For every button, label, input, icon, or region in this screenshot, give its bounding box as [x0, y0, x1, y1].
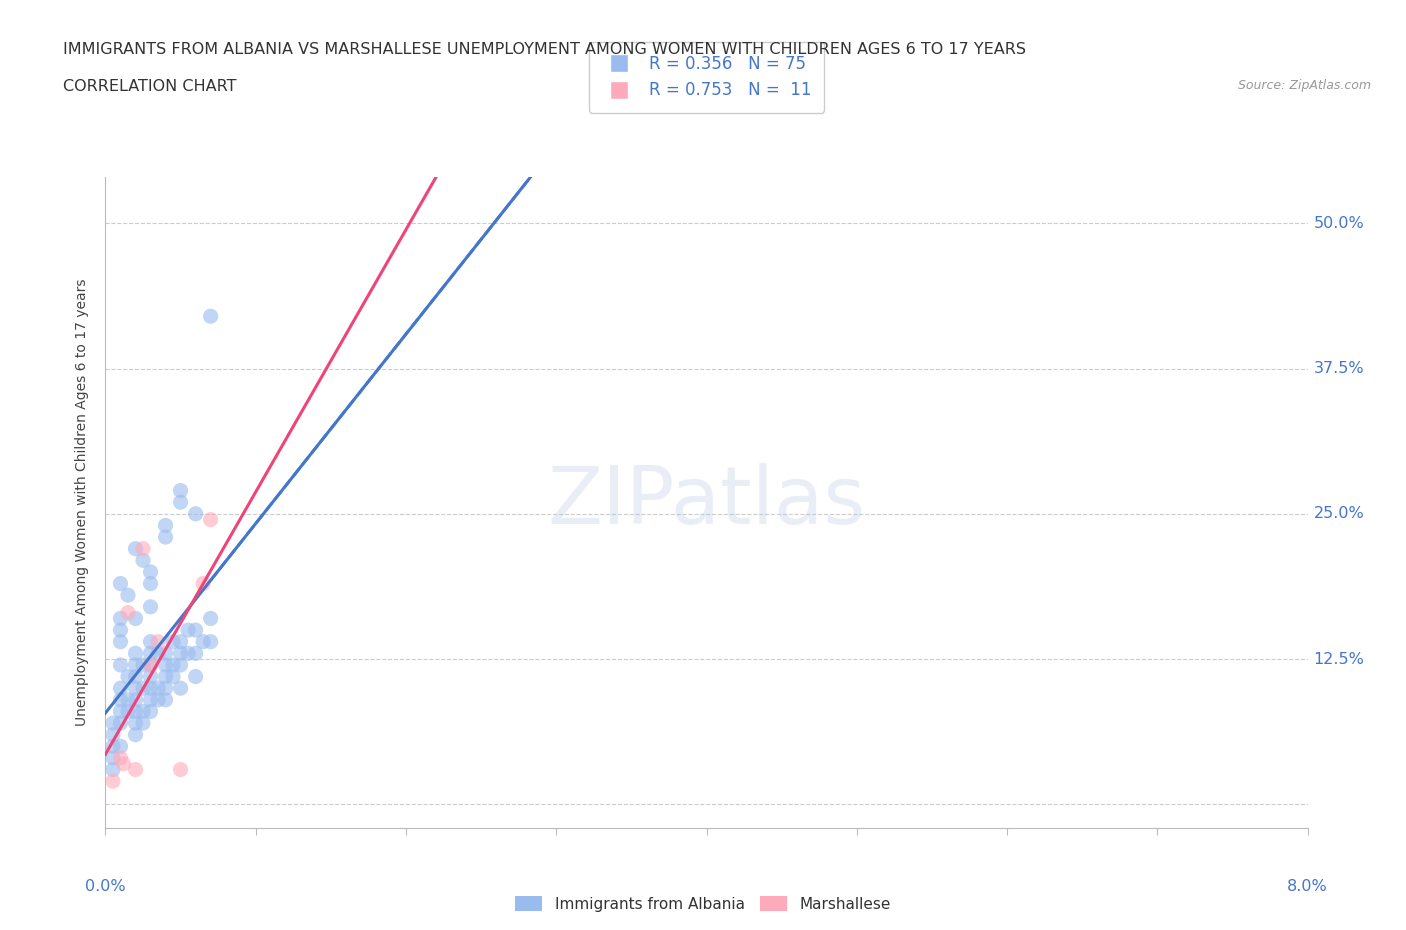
Point [124, 704, 146, 719]
Point [132, 704, 155, 719]
Point [132, 716, 155, 731]
Point [110, 623, 132, 638]
Point [191, 634, 214, 649]
Text: 37.5%: 37.5% [1313, 361, 1364, 376]
Point [169, 495, 191, 510]
Point [177, 623, 200, 638]
Point [139, 670, 162, 684]
Point [139, 658, 162, 672]
Point [124, 681, 146, 696]
Point [110, 611, 132, 626]
Point [110, 681, 132, 696]
Point [169, 634, 191, 649]
Point [139, 600, 162, 615]
Point [139, 646, 162, 661]
Point [146, 634, 169, 649]
Point [169, 658, 191, 672]
Point [139, 565, 162, 579]
Point [124, 611, 146, 626]
Point [146, 646, 169, 661]
Point [184, 623, 207, 638]
Point [117, 588, 139, 603]
Text: 0.0%: 0.0% [86, 879, 125, 894]
Point [155, 518, 177, 533]
Point [139, 634, 162, 649]
Point [139, 681, 162, 696]
Point [101, 763, 124, 777]
Point [155, 670, 177, 684]
Point [200, 634, 222, 649]
Point [110, 692, 132, 708]
Point [110, 704, 132, 719]
Point [177, 646, 200, 661]
Point [162, 670, 184, 684]
Point [169, 763, 191, 777]
Point [169, 681, 191, 696]
Point [146, 681, 169, 696]
Text: CORRELATION CHART: CORRELATION CHART [63, 79, 236, 94]
Point [200, 309, 222, 324]
Point [101, 716, 124, 731]
Point [110, 634, 132, 649]
Point [101, 727, 124, 742]
Point [184, 670, 207, 684]
Point [155, 658, 177, 672]
Point [146, 692, 169, 708]
Point [139, 704, 162, 719]
Point [139, 692, 162, 708]
Point [112, 756, 135, 771]
Point [101, 774, 124, 789]
Text: 25.0%: 25.0% [1313, 506, 1364, 522]
Legend: R = 0.356   N = 75, R = 0.753   N =  11: R = 0.356 N = 75, R = 0.753 N = 11 [589, 42, 824, 113]
Point [110, 738, 132, 753]
Text: ZIPatlas: ZIPatlas [547, 463, 866, 541]
Point [124, 541, 146, 556]
Point [117, 704, 139, 719]
Point [132, 658, 155, 672]
Point [124, 670, 146, 684]
Point [132, 541, 155, 556]
Point [124, 646, 146, 661]
Text: IMMIGRANTS FROM ALBANIA VS MARSHALLESE UNEMPLOYMENT AMONG WOMEN WITH CHILDREN AG: IMMIGRANTS FROM ALBANIA VS MARSHALLESE U… [63, 42, 1026, 57]
Legend: Immigrants from Albania, Marshallese: Immigrants from Albania, Marshallese [509, 890, 897, 918]
Point [139, 577, 162, 591]
Point [101, 751, 124, 765]
Point [124, 658, 146, 672]
Point [132, 552, 155, 567]
Point [191, 577, 214, 591]
Point [124, 727, 146, 742]
Point [200, 611, 222, 626]
Point [101, 738, 124, 753]
Point [184, 507, 207, 522]
Point [117, 605, 139, 620]
Point [162, 634, 184, 649]
Text: 50.0%: 50.0% [1313, 216, 1364, 231]
Text: Source: ZipAtlas.com: Source: ZipAtlas.com [1237, 79, 1371, 92]
Point [124, 763, 146, 777]
Point [110, 658, 132, 672]
Point [184, 646, 207, 661]
Point [117, 692, 139, 708]
Point [117, 670, 139, 684]
Point [155, 646, 177, 661]
Point [124, 716, 146, 731]
Point [110, 716, 132, 731]
Point [155, 530, 177, 545]
Point [110, 751, 132, 765]
Point [155, 681, 177, 696]
Point [169, 646, 191, 661]
Point [110, 577, 132, 591]
Point [139, 658, 162, 672]
Text: 8.0%: 8.0% [1288, 879, 1327, 894]
Point [200, 512, 222, 527]
Point [162, 658, 184, 672]
Point [132, 681, 155, 696]
Text: 12.5%: 12.5% [1313, 652, 1364, 667]
Y-axis label: Unemployment Among Women with Children Ages 6 to 17 years: Unemployment Among Women with Children A… [76, 278, 90, 726]
Point [124, 692, 146, 708]
Point [155, 692, 177, 708]
Point [169, 484, 191, 498]
